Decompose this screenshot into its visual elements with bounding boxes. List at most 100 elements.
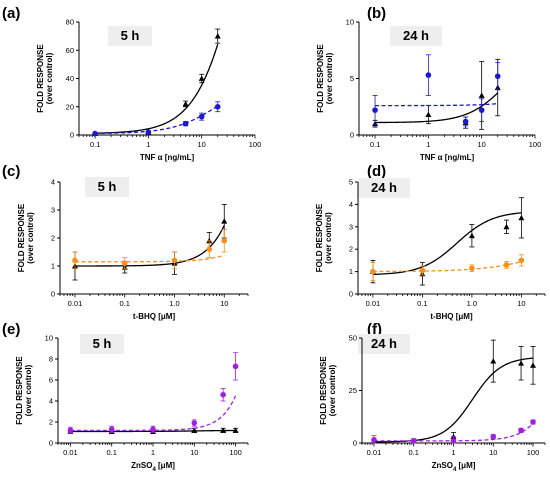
x-tick-label: 100 <box>529 140 542 149</box>
data-point <box>490 358 497 364</box>
time-label: 24 h <box>403 28 429 43</box>
x-axis-label: TNF α [ng/mL] <box>420 153 475 162</box>
data-point <box>425 111 432 118</box>
y-tick-label: 0 <box>349 290 353 299</box>
x-tick-label: 0.1 <box>409 448 419 457</box>
y-tick-label: 4 <box>51 178 55 187</box>
series-triangle <box>372 58 501 130</box>
time-label: 24 h <box>371 180 397 195</box>
data-point <box>494 73 501 80</box>
y-tick-label: 50 <box>349 334 357 343</box>
x-tick-label: 0.1 <box>106 448 116 457</box>
x-tick-label: 1 <box>151 448 155 457</box>
x-axis-label: t-BHQ [μM] <box>430 312 473 321</box>
panel-c: (c) 5 h 0 1 2 3 4 0.01 0.1 1.0 10 t-BHQ [μM] FOLD RE… <box>2 163 249 321</box>
panel-b: (b) 24 h 0 5 10 0.1 1 10 100 TNF α [ng/mL] FOLD RE… <box>316 5 541 162</box>
data-point <box>469 265 475 272</box>
data-point <box>108 426 115 433</box>
data-point <box>182 120 189 127</box>
y-axis-label-sub: (over control) <box>26 212 35 264</box>
y-tick-label: 4 <box>349 200 353 209</box>
data-point <box>530 419 536 425</box>
data-point <box>191 420 198 426</box>
time-label-box <box>358 178 410 198</box>
panel-letter: (b) <box>367 5 386 22</box>
data-point <box>214 33 221 39</box>
data-point <box>503 223 510 230</box>
data-point <box>214 103 221 110</box>
data-point <box>478 107 485 113</box>
y-tick-label: 0 <box>350 131 354 140</box>
series-circle <box>67 352 239 434</box>
time-label: 24 h <box>371 336 397 351</box>
y-tick-label: 10 <box>45 334 53 343</box>
x-tick-label: 1.0 <box>169 299 179 308</box>
y-tick-label: 2 <box>349 245 353 254</box>
y-tick-label: 4 <box>49 397 53 406</box>
data-point <box>221 238 228 244</box>
time-label-box <box>390 26 442 46</box>
y-tick-label: 60 <box>66 46 74 55</box>
x-tick-label: 100 <box>229 448 242 457</box>
x-tick-label: 1.0 <box>467 299 477 308</box>
x-tick-label: 1 <box>426 140 430 149</box>
data-point <box>518 214 525 221</box>
x-tick-label: 0.1 <box>370 140 380 149</box>
time-label-box <box>85 177 129 197</box>
data-point <box>72 257 78 264</box>
y-tick-label: 0 <box>49 439 53 448</box>
data-point <box>450 438 457 444</box>
panel-letter: (c) <box>2 163 20 180</box>
series-circle <box>370 254 525 281</box>
fit-curve <box>375 103 498 107</box>
y-tick-label: 3 <box>349 222 353 231</box>
data-point <box>518 360 525 366</box>
y-axis-label-sub: (over control) <box>324 212 333 264</box>
y-axis-label-sub: (over control) <box>328 364 337 416</box>
fit-curve <box>373 357 534 443</box>
y-tick-label: 6 <box>49 376 53 385</box>
y-tick-label: 2 <box>49 418 53 427</box>
data-point <box>425 72 432 78</box>
data-point <box>518 427 524 434</box>
fit-curve <box>375 92 499 124</box>
x-tick-label: 0.1 <box>90 140 100 149</box>
y-tick-label: 0 <box>70 131 74 140</box>
y-tick-label: 8 <box>49 355 53 364</box>
y-axis-label: FOLD RESPONSE <box>316 44 325 113</box>
data-point <box>370 268 376 275</box>
y-tick-label: 40 <box>66 74 74 83</box>
data-point <box>221 218 228 224</box>
data-point <box>503 262 510 268</box>
data-point <box>372 107 378 113</box>
fit-curve <box>74 225 225 267</box>
panel-letter: (e) <box>2 321 20 338</box>
data-point <box>198 113 205 120</box>
time-label-box <box>358 334 410 354</box>
data-point <box>182 100 189 107</box>
data-point <box>468 232 475 239</box>
panel-f: (f)24 h 0 25 50 0.01 0.1 1 10 100 ZnSO4 [μM] FOLD … <box>319 321 546 473</box>
x-tick-label: 10 <box>478 140 486 149</box>
x-tick-label: 0.01 <box>366 299 381 308</box>
panel-letter: (d) <box>367 163 386 180</box>
x-axis-label: TNF α [ng/mL] <box>140 153 195 162</box>
x-tick-label: 10 <box>489 448 497 457</box>
x-axis-label: t-BHQ [μM] <box>133 312 176 321</box>
y-axis-label: FOLD RESPONSE <box>36 44 45 113</box>
y-tick-label: 1 <box>349 267 353 276</box>
time-label: 5 h <box>121 28 140 43</box>
x-axis-label: ZnSO4 [μM] <box>432 461 476 473</box>
x-tick-label: 100 <box>249 140 262 149</box>
y-tick-label: 2 <box>51 234 55 243</box>
y-tick-label: 5 <box>350 74 354 83</box>
x-tick-label: 10 <box>198 140 206 149</box>
panel-letter: (a) <box>2 5 20 22</box>
panel-d: (d)24 h 0 1 2 3 4 5 0.01 0.1 1.0 10 t-BHQ [μM] FOLD … <box>315 163 546 321</box>
time-label: 5 h <box>93 336 112 351</box>
x-tick-label: 0.01 <box>63 448 78 457</box>
data-point <box>67 427 74 434</box>
data-point <box>150 426 156 433</box>
y-axis-label: FOLD RESPONSE <box>15 356 24 425</box>
